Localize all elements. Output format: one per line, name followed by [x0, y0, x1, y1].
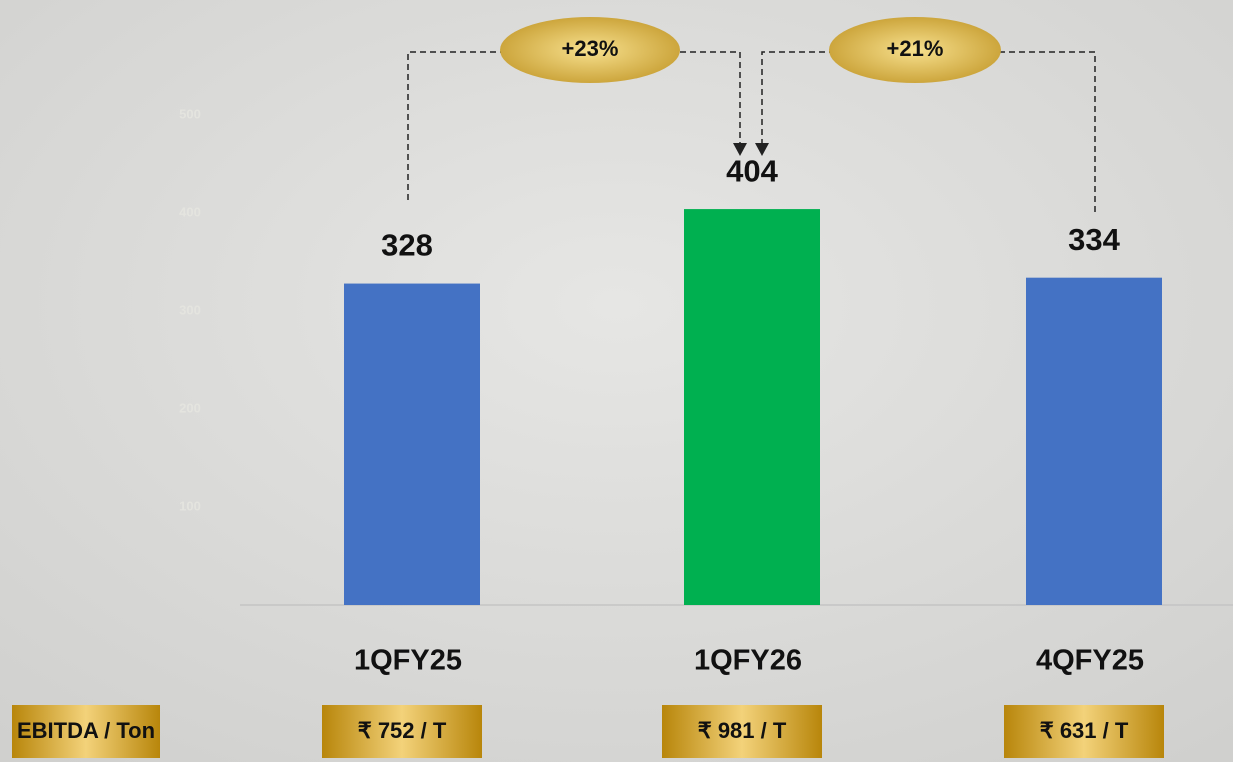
value-label: 404 [726, 153, 778, 188]
y-tick-label: 500 [179, 106, 201, 121]
annotation: +21% [887, 36, 944, 61]
x-tick-label: 4QFY25 [1036, 645, 1144, 677]
row-value-box [1004, 705, 1164, 758]
row-label: EBITDA / Ton [17, 718, 155, 743]
value-label: 328 [381, 228, 433, 263]
value-label: 334 [1068, 222, 1120, 257]
row-value: ₹ 981 / T [698, 718, 787, 743]
arrowheads [733, 143, 769, 156]
x-tick-label: 1QFY26 [694, 645, 802, 677]
x-tick-label: 1QFY25 [354, 645, 462, 677]
row-label-box [12, 705, 160, 758]
y-tick-label: 100 [179, 498, 201, 513]
row-value: ₹ 631 / T [1040, 718, 1129, 743]
row-value: ₹ 752 / T [358, 718, 447, 743]
y-tick-label: 300 [179, 302, 201, 317]
bar [1026, 277, 1162, 605]
y-tick-label: 200 [179, 400, 201, 415]
row-value-box [322, 705, 482, 758]
bar [344, 283, 480, 605]
annotation: +23% [562, 36, 619, 61]
bar [684, 209, 820, 605]
annotation-badge [500, 17, 680, 83]
annotation-badge [829, 17, 1001, 83]
row-value-box [662, 705, 822, 758]
y-tick-label: 400 [179, 204, 201, 219]
